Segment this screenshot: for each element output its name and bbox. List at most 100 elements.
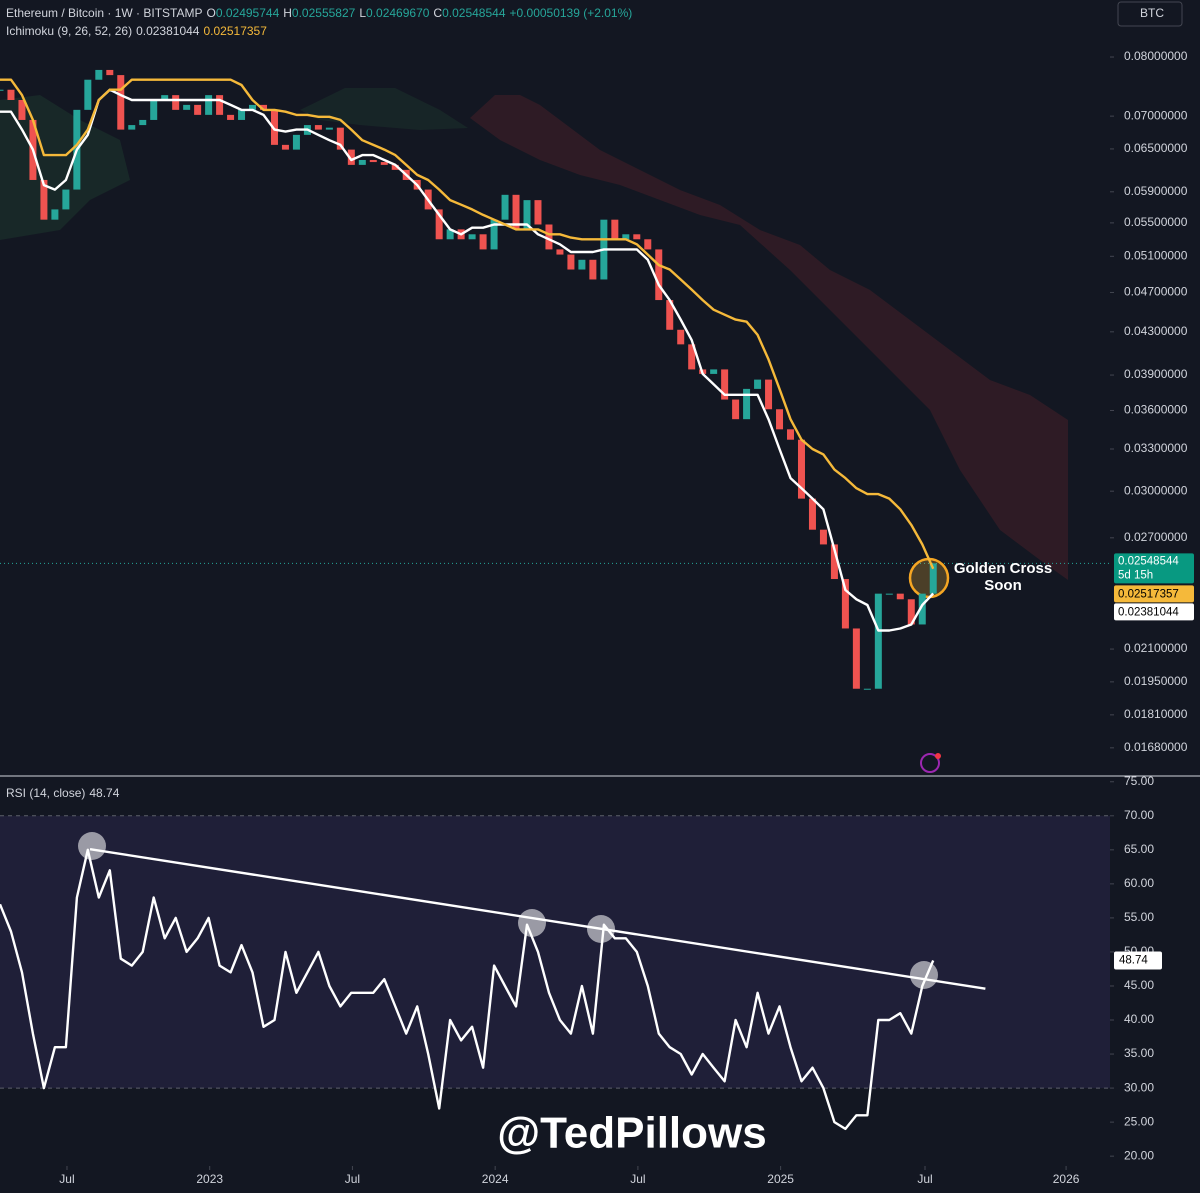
y-tick-label: 0.04700000 — [1124, 285, 1188, 299]
candle — [62, 189, 70, 210]
candle — [161, 95, 169, 100]
indicator-badge — [1114, 585, 1194, 603]
y-tick-label: 25.00 — [1124, 1114, 1154, 1128]
ohlc: L0.02469670 — [359, 6, 429, 20]
decor — [0, 88, 1200, 1089]
rsi-title: RSI (14, close) — [6, 786, 86, 800]
candle — [314, 125, 322, 130]
x-tick-label: Jul — [917, 1172, 932, 1186]
y-tick-label: 55.00 — [1124, 910, 1154, 924]
candle — [743, 388, 751, 420]
candle — [776, 409, 784, 430]
candle — [260, 104, 268, 110]
candle — [896, 593, 904, 600]
candle — [567, 254, 575, 270]
y-tick-label: 0.02700000 — [1124, 530, 1188, 544]
indicator-badge — [1114, 603, 1194, 621]
candle — [545, 224, 553, 250]
y-tick-label: 20.00 — [1124, 1148, 1154, 1162]
candle — [369, 159, 377, 163]
ohlc-key: L — [359, 6, 367, 20]
candle — [929, 563, 937, 594]
ohlc-value: 0.02548544 — [442, 6, 506, 20]
y-tick-label: 0.01680000 — [1124, 740, 1188, 754]
y-tick-label: 30.00 — [1124, 1080, 1154, 1094]
candle — [688, 344, 696, 370]
ohlc: O0.02495744 — [207, 6, 280, 20]
rsi-value: 48.74 — [89, 786, 120, 800]
candle — [907, 599, 915, 625]
candle — [84, 79, 92, 110]
candle — [556, 249, 564, 255]
alert-icon[interactable] — [920, 753, 940, 773]
x-tick-label: 2023 — [196, 1172, 223, 1186]
candle — [347, 149, 355, 165]
touch-marker — [78, 832, 106, 860]
candle — [468, 234, 476, 240]
ohlc-value: 0.02469670 — [366, 6, 430, 20]
ohlc-value: 0.02495744 — [215, 6, 280, 20]
candle — [797, 439, 805, 499]
annotation: Golden Cross — [954, 560, 1052, 577]
candle — [183, 104, 191, 110]
candle — [841, 579, 849, 629]
candle — [391, 164, 399, 170]
candle — [249, 104, 257, 110]
candle — [501, 194, 509, 220]
y-tick-label: 45.00 — [1124, 978, 1154, 992]
candle — [765, 379, 773, 410]
y-tick-label: 0.08000000 — [1124, 49, 1188, 63]
candle — [589, 259, 597, 280]
candle — [435, 209, 443, 240]
candle — [336, 127, 344, 150]
candle — [534, 200, 542, 225]
candle — [150, 99, 158, 120]
indicator-badge-label: 0.02517357 — [1118, 588, 1179, 600]
candle — [918, 593, 926, 625]
candle — [227, 114, 235, 120]
candle — [380, 162, 388, 165]
candle — [51, 209, 59, 220]
x-tick-label: Jul — [630, 1172, 645, 1186]
candle — [611, 219, 619, 240]
header: Ethereum / Bitcoin · 1W · BITSTAMP O0.02… — [6, 6, 632, 20]
candle — [194, 104, 202, 115]
candle — [139, 119, 147, 126]
candle — [754, 379, 762, 389]
candle — [281, 144, 289, 150]
candle — [622, 234, 630, 240]
y-tick-label: 75.00 — [1124, 774, 1154, 788]
candle — [117, 75, 125, 130]
y-tick-label: 0.06500000 — [1124, 141, 1188, 155]
y-tick-label: 0.03600000 — [1124, 403, 1188, 417]
candle — [106, 69, 114, 76]
candle — [479, 234, 487, 250]
candle — [292, 134, 300, 150]
indicator-badge-label: 0.02381044 — [1118, 606, 1179, 618]
y-tick-label: 0.05500000 — [1124, 215, 1188, 229]
y-tick-label: 0.01950000 — [1124, 674, 1188, 688]
y-tick-label: 0.03900000 — [1124, 367, 1188, 381]
symbol-label[interactable]: BTC — [1140, 6, 1164, 20]
x-tick-label: Jul — [345, 1172, 360, 1186]
candle — [128, 125, 136, 130]
alert-dot — [935, 753, 941, 759]
ohlc-value: 0.02555827 — [291, 6, 356, 20]
ichimoku-cloud — [470, 95, 1068, 580]
y-tick-label: 60.00 — [1124, 876, 1154, 890]
candle — [216, 95, 224, 115]
y-tick-label: 40.00 — [1124, 1012, 1154, 1026]
symbol-button[interactable] — [1117, 1, 1183, 27]
candle — [95, 69, 103, 80]
button[interactable]: BTC — [1117, 1, 1183, 27]
candle — [710, 369, 718, 374]
candle — [863, 688, 871, 690]
y-tick-label: 65.00 — [1124, 842, 1154, 856]
ohlc-key: C — [433, 6, 443, 20]
candle — [490, 219, 498, 250]
watermark: @TedPillows — [497, 1109, 766, 1158]
y-tick-label: 35.00 — [1124, 1046, 1154, 1060]
y-tick-label: 0.03300000 — [1124, 441, 1188, 455]
indicator-legend: Ichimoku (9, 26, 52, 26) 0.02381044 0.02… — [6, 24, 267, 38]
